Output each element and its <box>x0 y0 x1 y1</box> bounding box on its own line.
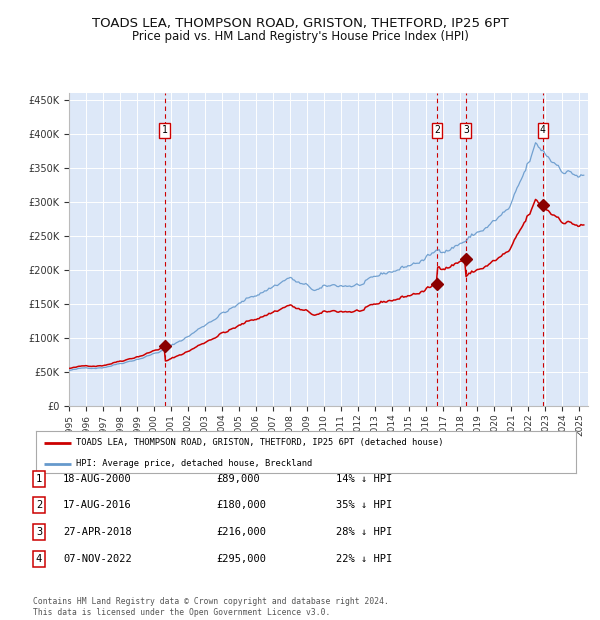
Text: 4: 4 <box>540 125 546 135</box>
Text: 3: 3 <box>463 125 469 135</box>
Text: TOADS LEA, THOMPSON ROAD, GRISTON, THETFORD, IP25 6PT (detached house): TOADS LEA, THOMPSON ROAD, GRISTON, THETF… <box>77 438 444 447</box>
Text: 18-AUG-2000: 18-AUG-2000 <box>63 474 132 484</box>
Text: 27-APR-2018: 27-APR-2018 <box>63 527 132 537</box>
Text: 2: 2 <box>434 125 440 135</box>
Text: 22% ↓ HPI: 22% ↓ HPI <box>336 554 392 564</box>
Text: 28% ↓ HPI: 28% ↓ HPI <box>336 527 392 537</box>
Text: Contains HM Land Registry data © Crown copyright and database right 2024.
This d: Contains HM Land Registry data © Crown c… <box>33 598 389 617</box>
Text: 3: 3 <box>36 527 42 537</box>
Text: 14% ↓ HPI: 14% ↓ HPI <box>336 474 392 484</box>
Text: Price paid vs. HM Land Registry's House Price Index (HPI): Price paid vs. HM Land Registry's House … <box>131 30 469 43</box>
Text: £180,000: £180,000 <box>216 500 266 510</box>
Text: £216,000: £216,000 <box>216 527 266 537</box>
Text: £89,000: £89,000 <box>216 474 260 484</box>
Text: HPI: Average price, detached house, Breckland: HPI: Average price, detached house, Brec… <box>77 459 313 468</box>
Text: 17-AUG-2016: 17-AUG-2016 <box>63 500 132 510</box>
Text: 4: 4 <box>36 554 42 564</box>
Text: 35% ↓ HPI: 35% ↓ HPI <box>336 500 392 510</box>
Text: 2: 2 <box>36 500 42 510</box>
Text: TOADS LEA, THOMPSON ROAD, GRISTON, THETFORD, IP25 6PT: TOADS LEA, THOMPSON ROAD, GRISTON, THETF… <box>92 17 508 30</box>
Text: 1: 1 <box>36 474 42 484</box>
Text: £295,000: £295,000 <box>216 554 266 564</box>
Text: 07-NOV-2022: 07-NOV-2022 <box>63 554 132 564</box>
Text: 1: 1 <box>162 125 168 135</box>
